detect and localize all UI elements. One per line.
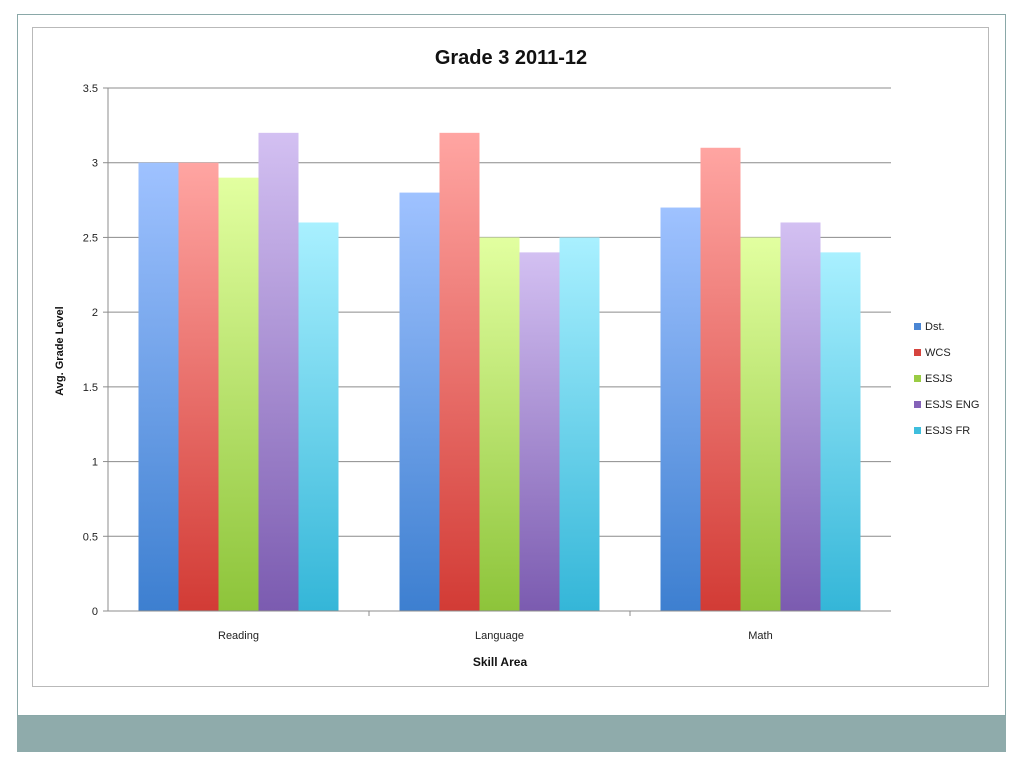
legend-label: Dst.: [925, 321, 945, 333]
x-tick-label: Language: [475, 630, 524, 642]
x-tick-label: Reading: [218, 630, 259, 642]
bar-esjs-fr-math: [820, 252, 861, 611]
legend-swatch: [914, 323, 921, 330]
y-tick-label: 1: [92, 457, 98, 469]
legend-label: ESJS ENG: [925, 399, 979, 411]
bar-esjs-eng-math: [780, 222, 821, 611]
legend-label: ESJS FR: [925, 425, 970, 437]
bar-wcs-language: [439, 132, 480, 611]
y-tick-label: 0.5: [83, 531, 98, 543]
chart-title: Grade 3 2011-12: [435, 47, 587, 69]
bar-esjs-eng-language: [519, 252, 560, 611]
bar-esjs-eng-reading: [258, 132, 299, 611]
bars: [138, 132, 861, 612]
bar-esjs-language: [479, 237, 520, 611]
legend-swatch: [914, 375, 921, 382]
y-tick-label: 2: [92, 307, 98, 319]
legend-swatch: [914, 401, 921, 408]
bar-wcs-math: [700, 147, 741, 611]
axes: [107, 88, 891, 612]
bar-wcs-reading: [178, 162, 219, 611]
y-tick-label: 3.5: [83, 83, 98, 95]
x-tick-label: Math: [748, 630, 772, 642]
y-tick-label: 3: [92, 158, 98, 170]
legend: Dst. WCS ESJS ESJS ENG ESJS FR: [914, 321, 979, 437]
bar-esjs-fr-reading: [298, 222, 339, 611]
y-tick-label: 2.5: [83, 232, 98, 244]
y-tick-label: 0: [92, 606, 98, 618]
slide-footer-bar: [17, 716, 1006, 752]
legend-label: ESJS: [925, 373, 953, 385]
legend-swatch: [914, 349, 921, 356]
bar-esjs-math: [740, 237, 781, 611]
bar-esjs-fr-language: [559, 237, 600, 611]
bar-chart: Grade 3 2011-12 0 0.5 1 1.5 2 2.5 3 3.5 Reading…: [54, 47, 979, 669]
legend-label: WCS: [925, 347, 951, 359]
x-tick-labels: Reading Language Math: [218, 630, 773, 642]
legend-swatch: [914, 427, 921, 434]
bar-dst-reading: [138, 162, 179, 611]
bar-dst-math: [660, 207, 701, 612]
bar-dst-language: [399, 192, 440, 611]
bar-esjs-reading: [218, 177, 259, 611]
x-axis-label: Skill Area: [473, 655, 528, 669]
y-axis-label: Avg. Grade Level: [54, 306, 66, 395]
chart-container: Grade 3 2011-12 0 0.5 1 1.5 2 2.5 3 3.5 Reading…: [32, 27, 989, 687]
y-tick-labels: 0 0.5 1 1.5 2 2.5 3 3.5: [83, 83, 98, 618]
y-tick-label: 1.5: [83, 382, 98, 394]
